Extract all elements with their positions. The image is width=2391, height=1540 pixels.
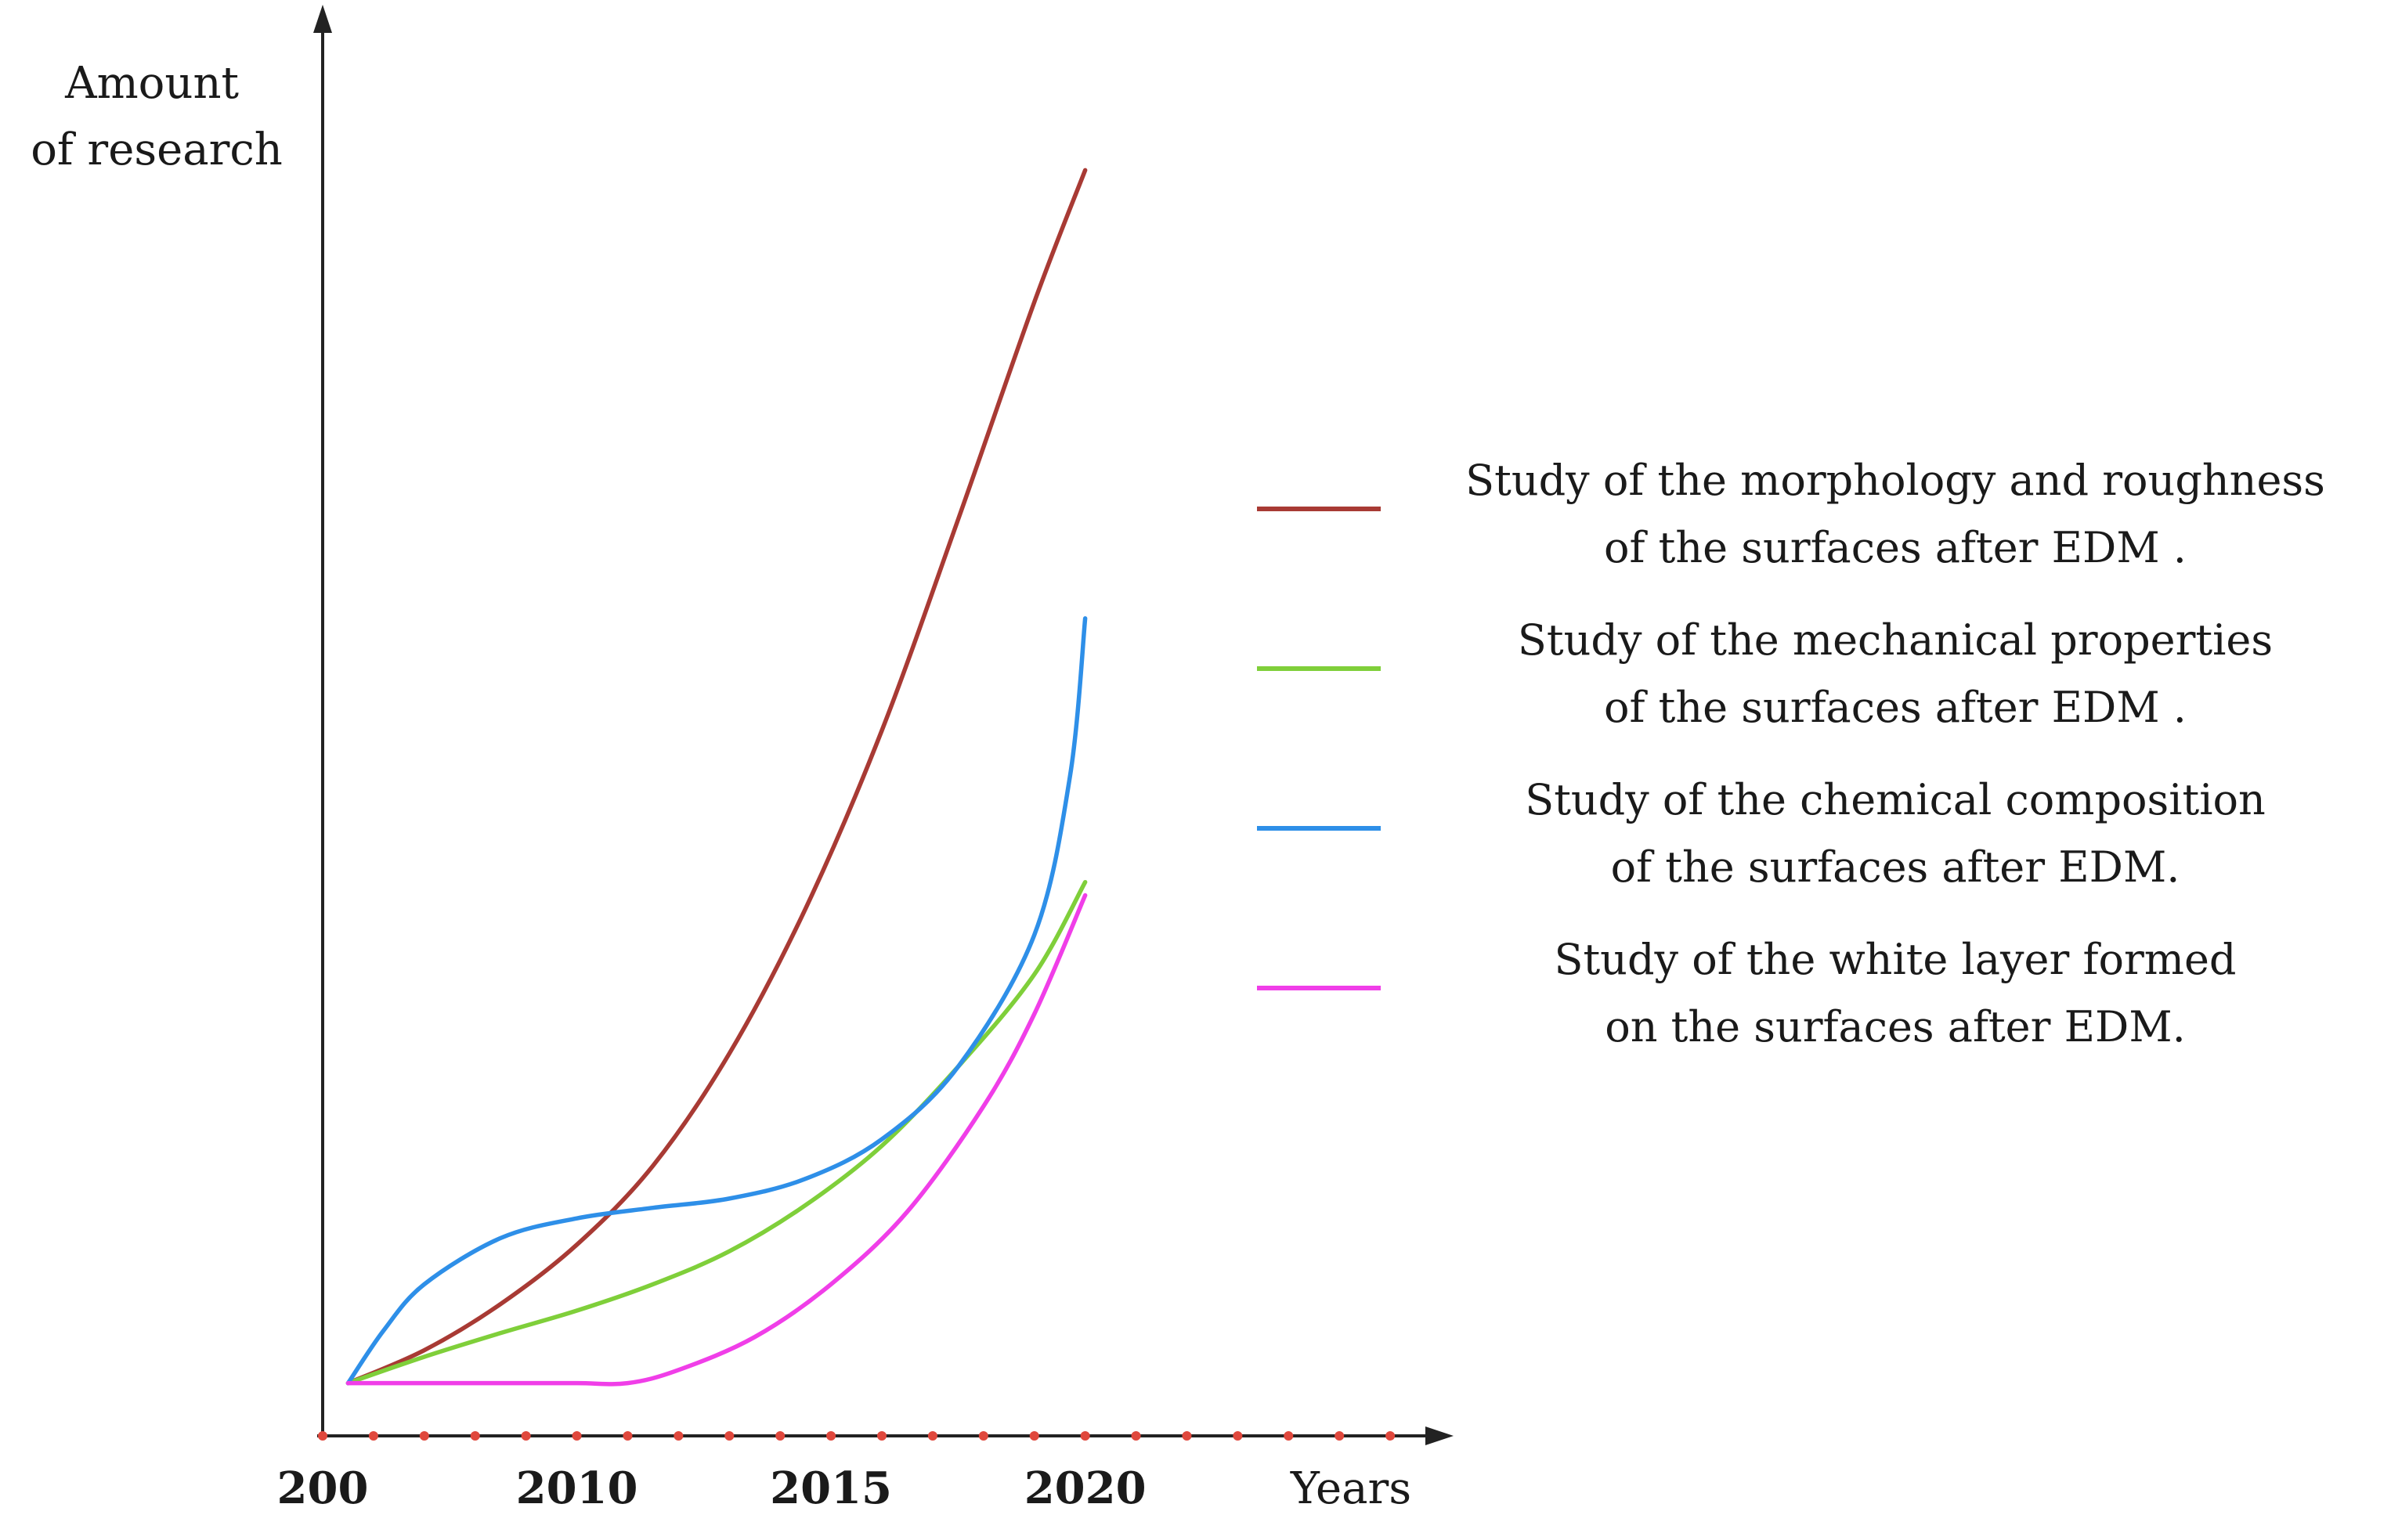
x-tick-mark: [1131, 1431, 1141, 1441]
y-axis-label-line-2: of research: [31, 124, 283, 175]
x-tick-mark: [572, 1431, 582, 1441]
legend-entry-2: Study of the mechanical properties of the…: [1257, 615, 2273, 732]
x-tick-mark: [1335, 1431, 1345, 1441]
x-tick-mark: [419, 1431, 429, 1441]
x-tick-mark: [877, 1431, 887, 1441]
x-axis-tick-labels: 200 2010 2015 2020: [277, 1462, 1147, 1514]
legend-label-line: Study of the chemical composition: [1525, 775, 2266, 824]
legend-label-line: Study of the morphology and roughness: [1465, 456, 2325, 505]
x-tick-mark: [1182, 1431, 1192, 1441]
x-tick-mark: [978, 1431, 988, 1441]
x-tick-mark: [1284, 1431, 1294, 1441]
series-line-3: [345, 616, 1088, 1386]
legend-label: Study of the morphology and roughness of …: [1465, 456, 2325, 572]
y-axis-label-line-1: Amount: [64, 58, 239, 109]
legend: Study of the morphology and roughness of …: [1257, 456, 2325, 1051]
legend-label: Study of the mechanical properties of the…: [1518, 615, 2273, 732]
legend-label-line: Study of the white layer formed: [1554, 935, 2236, 984]
x-axis-label: Years: [1290, 1463, 1411, 1514]
legend-label-line: of the surfaces after EDM .: [1604, 683, 2187, 732]
legend-label-line: Study of the mechanical properties: [1518, 615, 2273, 665]
x-tick-mark: [318, 1431, 327, 1441]
x-tick-label: 200: [277, 1462, 369, 1514]
legend-label: Study of the white layer formed on the su…: [1554, 935, 2236, 1051]
legend-label: Study of the chemical composition of the …: [1525, 775, 2266, 892]
series-line-4: [345, 893, 1088, 1387]
legend-label-line: on the surfaces after EDM.: [1605, 1002, 2186, 1051]
x-tick-mark: [775, 1431, 786, 1441]
x-tick-mark: [1233, 1431, 1243, 1441]
x-tick-mark: [470, 1431, 480, 1441]
x-tick-mark: [521, 1431, 531, 1441]
x-tick-label: 2010: [516, 1462, 638, 1514]
x-tick-label: 2015: [770, 1462, 892, 1514]
x-tick-mark: [927, 1431, 937, 1441]
x-tick-mark: [674, 1431, 684, 1441]
legend-entry-4: Study of the white layer formed on the su…: [1257, 935, 2237, 1051]
x-tick-label: 2020: [1024, 1462, 1147, 1514]
series-line-1: [345, 168, 1088, 1386]
x-tick-mark: [826, 1431, 836, 1441]
x-tick-mark: [368, 1431, 378, 1441]
x-tick-mark: [623, 1431, 633, 1441]
legend-label-line: of the surfaces after EDM .: [1604, 523, 2187, 572]
x-tick-mark: [1080, 1431, 1090, 1441]
legend-entry-3: Study of the chemical composition of the …: [1257, 775, 2266, 892]
series-lines: [345, 168, 1088, 1387]
y-axis-label: Amount of research: [31, 58, 283, 175]
legend-entry-1: Study of the morphology and roughness of …: [1257, 456, 2325, 572]
x-tick-mark: [1029, 1431, 1039, 1441]
x-axis-tick-marks: [318, 1431, 1396, 1441]
legend-label-line: of the surfaces after EDM.: [1611, 842, 2180, 892]
x-tick-mark: [1385, 1431, 1396, 1441]
x-tick-mark: [724, 1431, 735, 1441]
series-line-2: [345, 879, 1088, 1386]
